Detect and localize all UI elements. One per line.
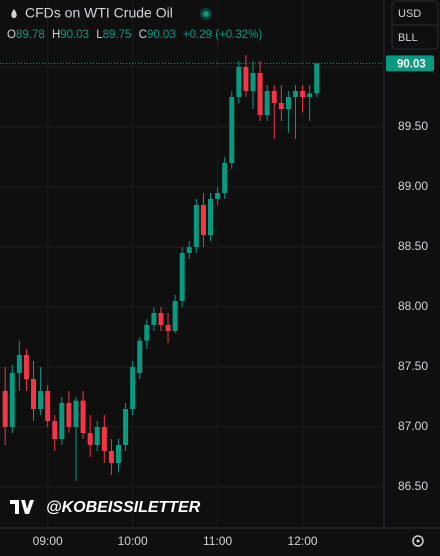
x-tick-label: 09:00 — [33, 534, 63, 548]
candle-body — [94, 427, 100, 445]
candle-body — [59, 403, 65, 439]
settings-icon — [416, 539, 420, 543]
legend-value: 89.75 — [103, 29, 132, 41]
candle-body — [2, 391, 8, 427]
chart-title: CFDs on WTI Crude Oil — [25, 5, 173, 21]
candle-body — [271, 91, 277, 103]
candle-body — [101, 427, 107, 451]
candle-body — [45, 391, 51, 421]
plot — [2, 55, 320, 481]
legend-key: H — [52, 29, 60, 41]
unit-button[interactable]: BLL — [398, 32, 418, 44]
y-tick-label: 87.50 — [398, 359, 428, 373]
candle-body — [215, 193, 221, 199]
candle-body — [193, 205, 199, 247]
candle-body — [87, 433, 93, 445]
y-tick-label: 88.50 — [398, 239, 428, 253]
candle-body — [300, 91, 306, 97]
candle-body — [137, 340, 143, 373]
candle-body — [23, 355, 29, 379]
candle-body — [257, 73, 263, 115]
legend-change: +0.29 (+0.32%) — [183, 29, 262, 41]
last-price-label: 90.03 — [397, 58, 426, 70]
candle-body — [264, 91, 270, 115]
candle-body — [236, 67, 242, 97]
candle-body — [292, 91, 298, 97]
candle-body — [165, 325, 171, 331]
candle-body — [200, 205, 206, 235]
candle-body — [73, 400, 79, 427]
candle-body — [52, 421, 58, 439]
candle-body — [307, 93, 313, 97]
candle-body — [314, 63, 320, 94]
candle-body — [208, 199, 214, 235]
legend-value: 89.78 — [16, 29, 45, 41]
candle-body — [38, 391, 44, 409]
candle-body — [123, 409, 129, 445]
candle-body — [16, 355, 22, 373]
candle-body — [31, 379, 37, 409]
y-tick-label: 89.00 — [398, 179, 428, 193]
ohlc-legend: O89.78 H90.03 L89.75 C90.03 +0.29 (+0.32… — [7, 29, 262, 41]
candle-body — [186, 247, 192, 253]
candle-body — [278, 103, 284, 109]
watermark: @KOBEISSILETTER — [46, 499, 201, 516]
candle-body — [222, 163, 228, 193]
settings-icon[interactable] — [412, 535, 424, 547]
legend-key: C — [139, 29, 147, 41]
candle-body — [158, 313, 164, 325]
candle-body — [172, 301, 178, 331]
watermark-logo — [10, 500, 34, 514]
y-tick-label: 89.50 — [398, 119, 428, 133]
candle-body — [80, 400, 86, 433]
legend-value: 90.03 — [60, 29, 89, 41]
status-dot — [203, 11, 209, 17]
symbol-icon — [11, 9, 17, 18]
candle-body — [250, 73, 256, 91]
x-tick-label: 12:00 — [288, 534, 318, 548]
candle-body — [144, 325, 150, 341]
candle-body — [179, 253, 185, 301]
legend-key: L — [96, 29, 103, 41]
candle-body — [243, 67, 249, 91]
currency-button[interactable]: USD — [398, 8, 421, 20]
candle-body — [151, 313, 157, 325]
legend-value: 90.03 — [147, 29, 176, 41]
candle-body — [285, 97, 291, 109]
candle-body — [115, 445, 121, 463]
last-price-badge — [386, 55, 434, 72]
candle-body — [108, 451, 114, 463]
x-tick-label: 10:00 — [118, 534, 148, 548]
candle-body — [229, 97, 235, 163]
y-tick-label: 86.50 — [398, 479, 428, 493]
y-tick-label: 87.00 — [398, 419, 428, 433]
x-tick-label: 11:00 — [203, 534, 232, 548]
candle-body — [130, 367, 136, 409]
candle-body — [9, 373, 15, 427]
legend-key: O — [7, 29, 16, 41]
y-tick-label: 88.00 — [398, 299, 428, 313]
candle-body — [66, 403, 72, 427]
